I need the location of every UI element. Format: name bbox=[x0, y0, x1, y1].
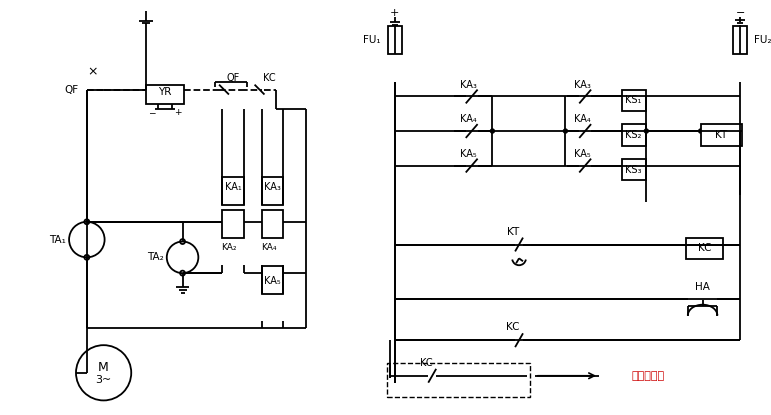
Text: KC: KC bbox=[507, 322, 520, 332]
Text: KS₂: KS₂ bbox=[625, 130, 641, 140]
Text: KT: KT bbox=[507, 227, 519, 237]
Text: 3~: 3~ bbox=[96, 375, 112, 385]
Bar bbox=[701, 124, 742, 146]
Text: −: − bbox=[736, 7, 745, 17]
Bar bbox=[146, 85, 183, 105]
Text: +: + bbox=[174, 108, 181, 117]
Text: QF: QF bbox=[64, 85, 78, 95]
Bar bbox=[222, 210, 244, 238]
Text: 去跳闸线圈: 去跳闸线圈 bbox=[631, 371, 665, 381]
Text: FU₁: FU₁ bbox=[363, 35, 381, 45]
Bar bbox=[621, 159, 646, 181]
Text: KA₅: KA₅ bbox=[574, 149, 591, 159]
Text: YR: YR bbox=[158, 87, 171, 97]
Bar bbox=[621, 124, 646, 146]
Text: QF: QF bbox=[226, 73, 240, 83]
Text: KA₃: KA₃ bbox=[574, 80, 591, 90]
Text: −: − bbox=[148, 108, 156, 117]
Bar bbox=[621, 90, 646, 111]
Text: TA₁: TA₁ bbox=[49, 234, 66, 244]
Text: KC: KC bbox=[420, 358, 433, 368]
Text: KS₁: KS₁ bbox=[625, 95, 641, 105]
Bar bbox=[733, 27, 747, 54]
Bar bbox=[686, 238, 723, 259]
Text: KA₁: KA₁ bbox=[224, 182, 241, 192]
Text: KA₄: KA₄ bbox=[460, 114, 477, 124]
Text: KA₂: KA₂ bbox=[221, 243, 237, 252]
Circle shape bbox=[699, 129, 702, 133]
Text: KA₃: KA₃ bbox=[264, 182, 281, 192]
Circle shape bbox=[564, 129, 567, 133]
Text: FU₂: FU₂ bbox=[754, 35, 771, 45]
Text: M: M bbox=[98, 361, 109, 374]
Bar bbox=[261, 177, 283, 205]
Bar bbox=[387, 363, 530, 398]
Bar bbox=[261, 266, 283, 294]
Text: KC: KC bbox=[698, 244, 712, 254]
Text: KA₄: KA₄ bbox=[261, 243, 276, 252]
Text: TA₂: TA₂ bbox=[147, 252, 164, 262]
Text: HA: HA bbox=[695, 282, 710, 292]
Circle shape bbox=[645, 129, 648, 133]
Text: KA₄: KA₄ bbox=[574, 114, 591, 124]
Bar bbox=[222, 177, 244, 205]
Text: +: + bbox=[390, 7, 399, 17]
Text: KA₃: KA₃ bbox=[460, 80, 477, 90]
Text: ×: × bbox=[88, 65, 98, 78]
Bar bbox=[388, 27, 402, 54]
Text: KS₃: KS₃ bbox=[625, 164, 641, 175]
Text: KA₅: KA₅ bbox=[264, 276, 281, 286]
Circle shape bbox=[490, 129, 494, 133]
Text: KC: KC bbox=[263, 73, 276, 83]
Text: KT: KT bbox=[715, 130, 728, 140]
Bar bbox=[261, 210, 283, 238]
Text: KA₅: KA₅ bbox=[460, 149, 477, 159]
